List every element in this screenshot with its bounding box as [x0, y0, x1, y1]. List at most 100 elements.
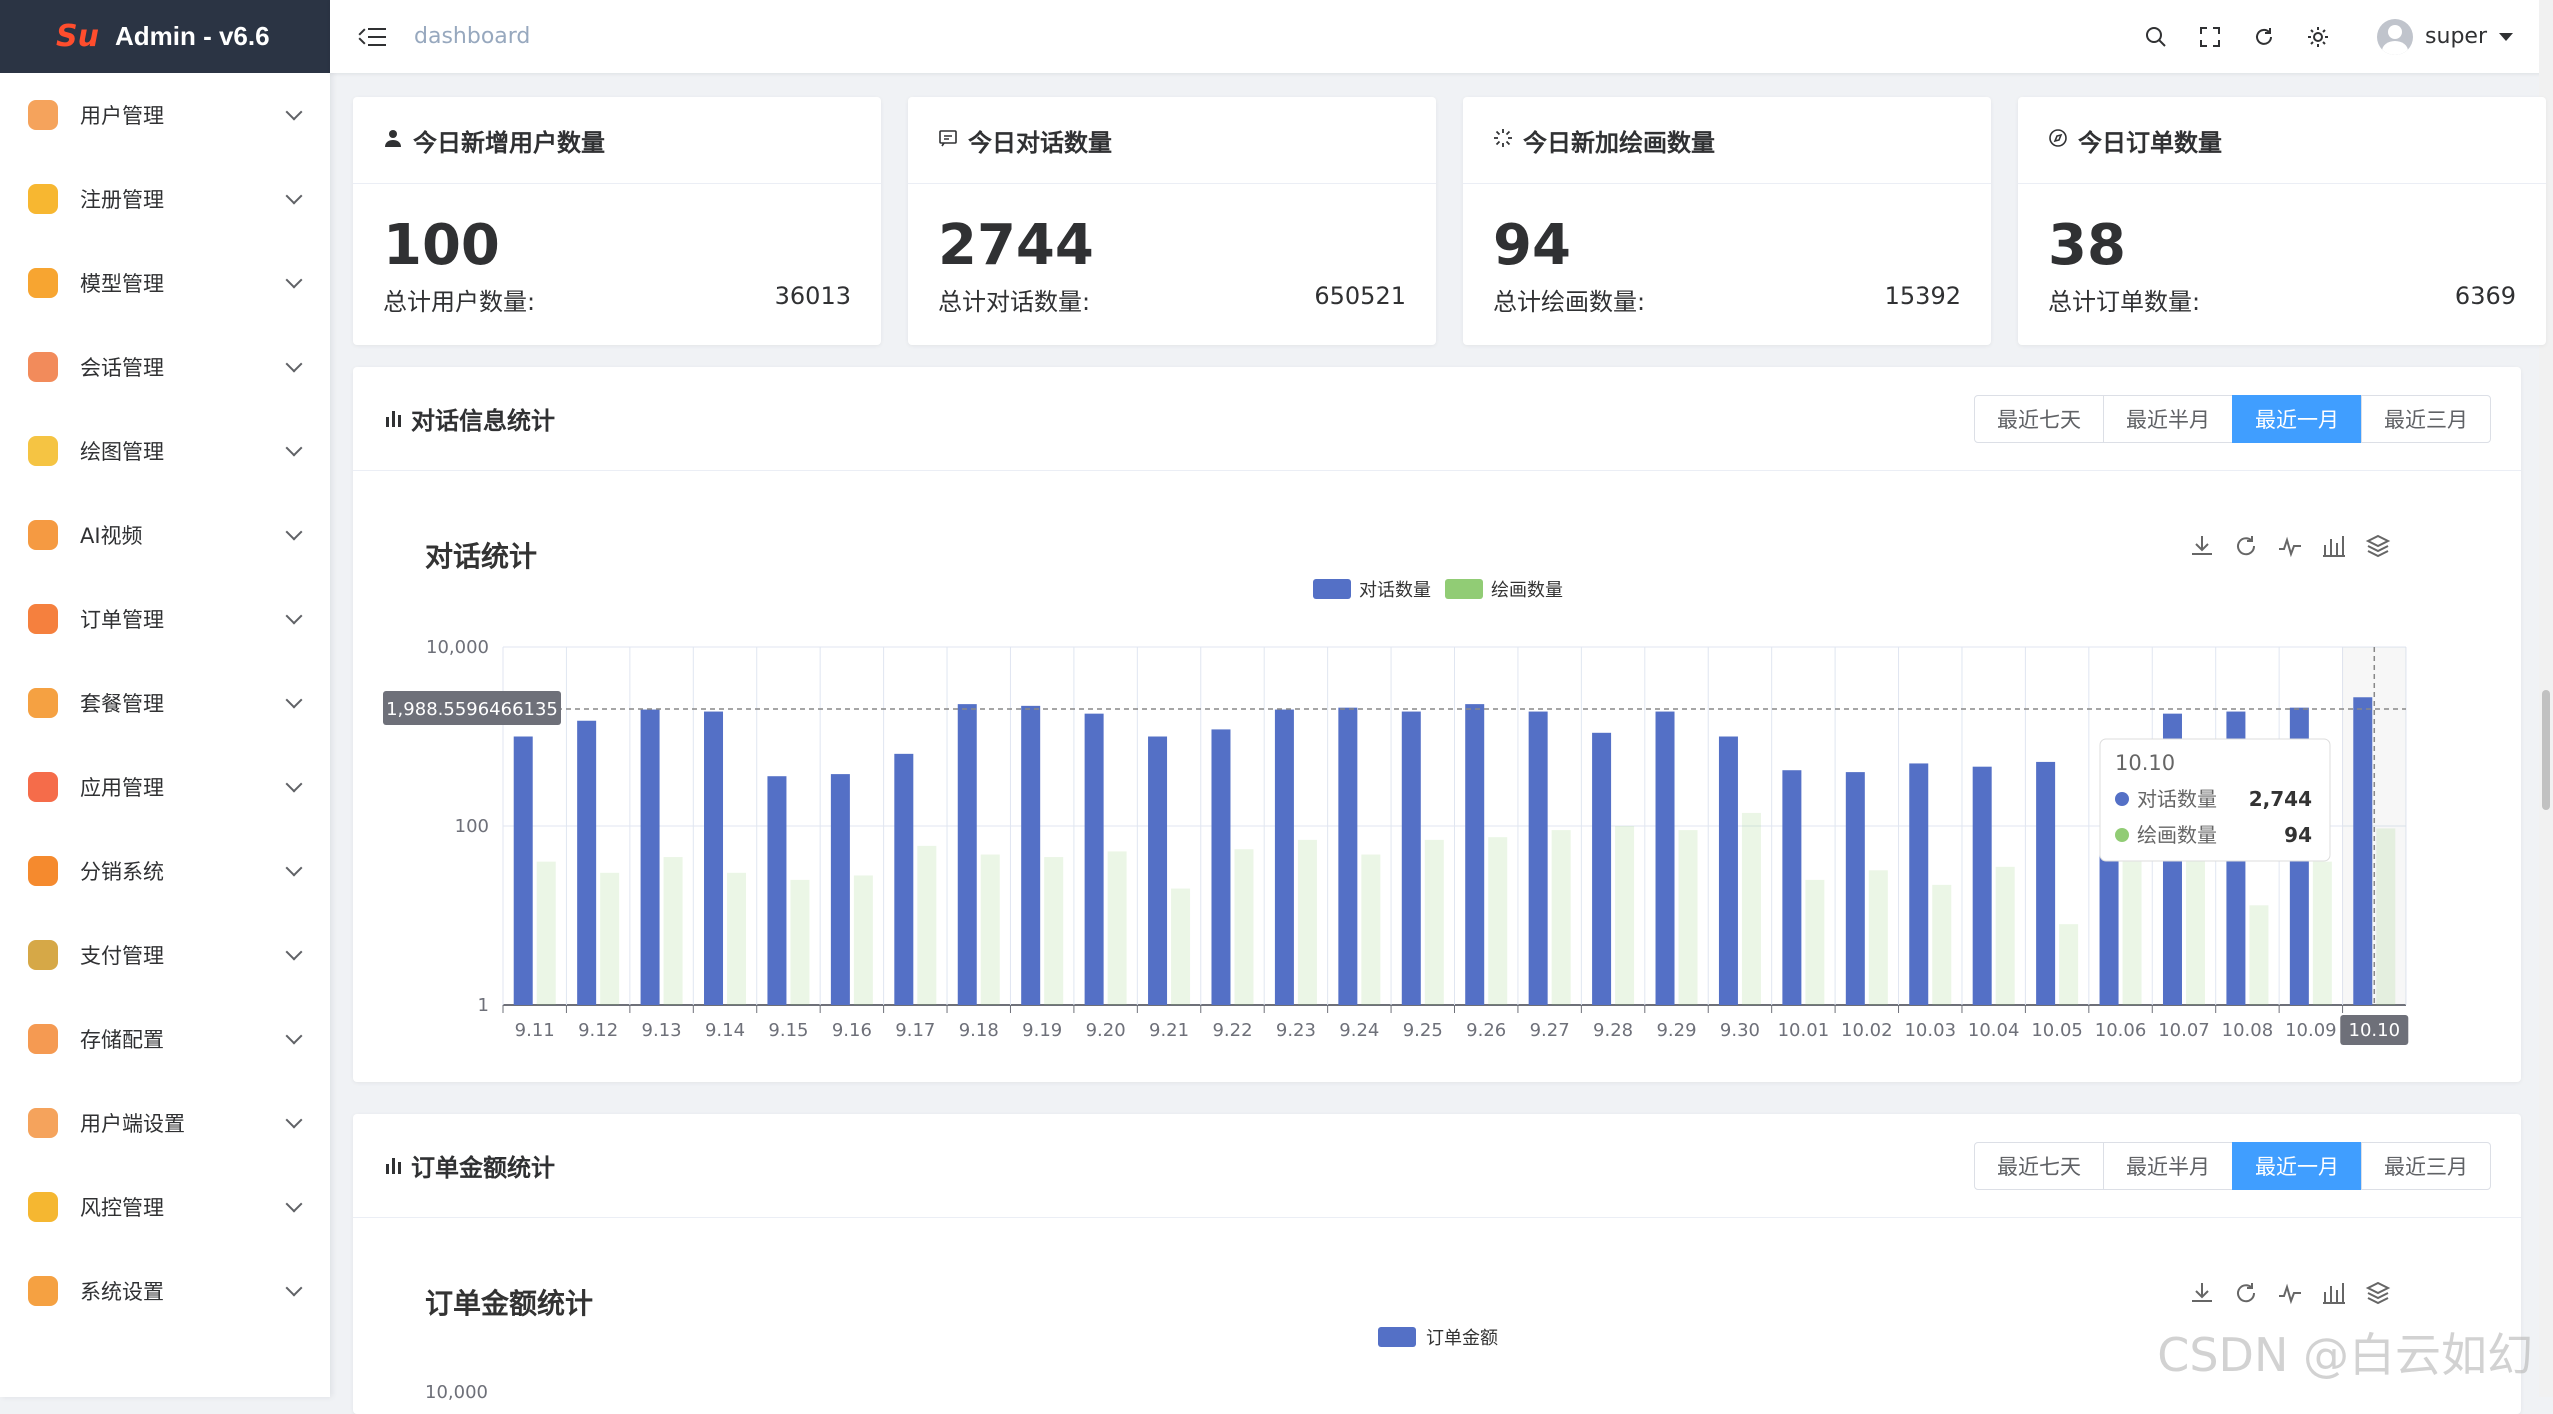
bar-dialog-count[interactable]: [1085, 714, 1104, 1005]
breadcrumb[interactable]: dashboard: [414, 24, 530, 49]
refresh-icon[interactable]: [2249, 22, 2279, 52]
stat-sub-value: 15392: [1885, 282, 1961, 317]
bar-draw-count[interactable]: [537, 862, 556, 1005]
collapse-sidebar-icon[interactable]: [358, 25, 386, 49]
user-manage-icon: [28, 100, 58, 130]
bar-draw-count[interactable]: [2249, 905, 2268, 1005]
legend-swatch[interactable]: [1445, 579, 1483, 599]
bar-dialog-count[interactable]: [641, 710, 660, 1005]
bar-dialog-count[interactable]: [1402, 712, 1421, 1005]
theme-sun-icon[interactable]: [2303, 22, 2333, 52]
bar-dialog-count[interactable]: [1973, 767, 1992, 1005]
bar-dialog-count[interactable]: [1148, 737, 1167, 1006]
sidebar-item[interactable]: 支付管理: [0, 913, 330, 997]
stat-sub-label: 总计对话数量:: [938, 282, 1090, 317]
bar-draw-count[interactable]: [1044, 857, 1063, 1005]
sidebar-item[interactable]: 套餐管理: [0, 661, 330, 745]
bar-dialog-count[interactable]: [1211, 729, 1230, 1005]
bar-draw-count[interactable]: [2313, 862, 2332, 1005]
bar-draw-count[interactable]: [1869, 870, 1888, 1005]
bar-draw-count[interactable]: [1615, 826, 1634, 1005]
sidebar-item[interactable]: 用户端设置: [0, 1081, 330, 1165]
x-axis-tick-label: 10.07: [2158, 1020, 2210, 1041]
bar-dialog-count[interactable]: [1909, 763, 1928, 1005]
search-icon[interactable]: [2141, 22, 2171, 52]
bar-dialog-count[interactable]: [1529, 712, 1548, 1005]
bar-draw-count[interactable]: [1679, 830, 1698, 1005]
bar-draw-count[interactable]: [727, 873, 746, 1005]
bar-dialog-count[interactable]: [1592, 733, 1611, 1005]
tooltip-marker: [2115, 792, 2129, 806]
bar-dialog-count[interactable]: [704, 712, 723, 1005]
range-button[interactable]: 最近一月: [2232, 1142, 2362, 1190]
bar-draw-count[interactable]: [981, 855, 1000, 1005]
range-button[interactable]: 最近半月: [2103, 1142, 2233, 1190]
bar-draw-count[interactable]: [1742, 813, 1761, 1005]
bar-dialog-count[interactable]: [958, 704, 977, 1005]
sidebar-item[interactable]: 系统设置: [0, 1249, 330, 1333]
sidebar-item[interactable]: AI视频: [0, 493, 330, 577]
bar-dialog-count[interactable]: [1021, 706, 1040, 1005]
bar-dialog-count[interactable]: [2036, 762, 2055, 1005]
range-button[interactable]: 最近七天: [1974, 1142, 2104, 1190]
range-button[interactable]: 最近三月: [2361, 1142, 2491, 1190]
bar-dialog-count[interactable]: [2353, 697, 2372, 1005]
sidebar-item[interactable]: 分销系统: [0, 829, 330, 913]
sidebar-item[interactable]: 存储配置: [0, 997, 330, 1081]
bar-draw-count[interactable]: [600, 873, 619, 1005]
line-chart-icon[interactable]: [2277, 1280, 2303, 1306]
bar-draw-count[interactable]: [917, 846, 936, 1005]
legend-label[interactable]: 绘画数量: [1491, 580, 1563, 601]
bar-dialog-count[interactable]: [1782, 770, 1801, 1005]
bar-draw-count[interactable]: [1298, 840, 1317, 1005]
download-icon[interactable]: [2189, 1280, 2215, 1306]
bar-draw-count[interactable]: [790, 880, 809, 1005]
bar-dialog-count[interactable]: [1719, 737, 1738, 1006]
bar-dialog-count[interactable]: [577, 721, 596, 1005]
bar-dialog-count[interactable]: [1656, 712, 1675, 1005]
stack-icon[interactable]: [2365, 1280, 2391, 1306]
sidebar-item[interactable]: 风控管理: [0, 1165, 330, 1249]
bar-dialog-count[interactable]: [1846, 772, 1865, 1005]
bar-dialog-count[interactable]: [894, 754, 913, 1005]
restore-icon[interactable]: [2233, 1280, 2259, 1306]
fullscreen-icon[interactable]: [2195, 22, 2225, 52]
bar-draw-count[interactable]: [1171, 889, 1190, 1005]
scrollbar-thumb[interactable]: [2542, 690, 2550, 810]
legend-swatch[interactable]: [1313, 579, 1351, 599]
bar-draw-count[interactable]: [2059, 924, 2078, 1005]
sidebar-item[interactable]: 注册管理: [0, 157, 330, 241]
sidebar-item[interactable]: 绘图管理: [0, 409, 330, 493]
bar-draw-count[interactable]: [1932, 885, 1951, 1005]
stat-value: 2744: [938, 214, 1406, 278]
bar-dialog-count[interactable]: [1338, 708, 1357, 1005]
bar-draw-count[interactable]: [2123, 862, 2142, 1005]
bar-draw-count[interactable]: [1425, 840, 1444, 1005]
bar-dialog-count[interactable]: [1275, 710, 1294, 1005]
bar-dialog-count[interactable]: [514, 737, 533, 1006]
sidebar-item[interactable]: 应用管理: [0, 745, 330, 829]
bar-dialog-count[interactable]: [831, 774, 850, 1005]
bar-draw-count[interactable]: [2376, 828, 2395, 1005]
bar-switch-icon[interactable]: [2321, 1280, 2347, 1306]
bar-dialog-count[interactable]: [1465, 704, 1484, 1005]
bar-dialog-count[interactable]: [767, 776, 786, 1005]
bar-draw-count[interactable]: [1108, 851, 1127, 1005]
sidebar-item[interactable]: 模型管理: [0, 241, 330, 325]
bar-draw-count[interactable]: [1996, 867, 2015, 1005]
bar-draw-count[interactable]: [1552, 830, 1571, 1005]
sidebar-item[interactable]: 订单管理: [0, 577, 330, 661]
sidebar-item[interactable]: 会话管理: [0, 325, 330, 409]
chart-legend[interactable]: 订单金额: [1378, 1324, 1498, 1350]
bar-draw-count[interactable]: [1234, 849, 1253, 1005]
bar-draw-count[interactable]: [664, 857, 683, 1005]
bar-draw-count[interactable]: [1361, 855, 1380, 1005]
legend-label[interactable]: 对话数量: [1359, 580, 1431, 601]
bar-draw-count[interactable]: [1805, 880, 1824, 1005]
sidebar-item[interactable]: 用户管理: [0, 73, 330, 157]
user-menu[interactable]: super: [2377, 19, 2513, 55]
bar-draw-count[interactable]: [2186, 849, 2205, 1005]
app-logo[interactable]: Su Admin - v6.6: [0, 0, 330, 73]
bar-draw-count[interactable]: [854, 875, 873, 1005]
bar-draw-count[interactable]: [1488, 837, 1507, 1005]
